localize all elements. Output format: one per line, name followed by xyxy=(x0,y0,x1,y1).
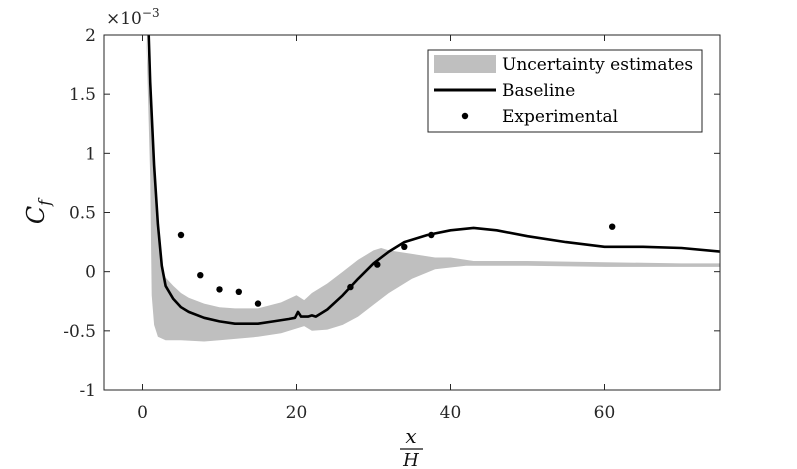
legend-swatch-band xyxy=(434,55,496,73)
experimental-point xyxy=(609,223,616,230)
experimental-point xyxy=(428,231,435,239)
svg-text:Cf: Cf xyxy=(22,197,54,224)
y-tick-label: 1 xyxy=(85,144,96,164)
x-tick-label: 0 xyxy=(137,403,148,423)
y-tick-label: 0.5 xyxy=(69,204,96,224)
baseline-line xyxy=(147,35,720,326)
experimental-point xyxy=(401,243,408,250)
uncertainty-band xyxy=(146,35,720,342)
experimental-point xyxy=(347,283,354,291)
exponent-prefix: ×10−3 xyxy=(106,6,160,29)
experimental-point xyxy=(177,231,185,239)
y-tick-label: -1 xyxy=(79,381,96,401)
experimental-point xyxy=(216,286,223,293)
exponent-power: −3 xyxy=(142,6,160,20)
x-tick-label: 20 xyxy=(286,403,308,423)
experimental-point xyxy=(197,272,204,279)
experimental-point xyxy=(235,288,242,295)
x-tick-label: 60 xyxy=(594,403,616,423)
experimental-point xyxy=(374,261,381,268)
y-axis-label-main: C xyxy=(22,206,50,224)
x-tick-label: 40 xyxy=(440,403,462,423)
y-axis-label: Cf xyxy=(22,197,54,224)
x-axis-label: x H xyxy=(400,424,423,469)
exponent-label: ×10−3 xyxy=(106,6,160,29)
legend-label-experimental: Experimental xyxy=(502,107,618,127)
axis-ticks: 0 20 40 60 -1 -0.5 0 0.5 1 1.5 2 xyxy=(63,26,720,423)
axes-box xyxy=(103,34,721,391)
experimental-point xyxy=(254,300,262,307)
x-axis-label-numerator: x xyxy=(405,424,416,448)
y-tick-label: -0.5 xyxy=(63,322,96,342)
y-axis-label-sub: f xyxy=(35,197,54,207)
legend: Uncertainty estimates Baseline Experimen… xyxy=(427,49,703,133)
y-tick-label: 1.5 xyxy=(69,85,96,105)
legend-label-uncertainty: Uncertainty estimates xyxy=(502,55,693,75)
y-tick-label: 0 xyxy=(85,263,96,283)
legend-swatch-dot xyxy=(461,112,469,120)
legend-label-baseline: Baseline xyxy=(502,81,575,101)
y-tick-label: 2 xyxy=(85,26,96,46)
plot-area xyxy=(146,35,720,342)
x-axis-label-denominator: H xyxy=(402,450,419,469)
